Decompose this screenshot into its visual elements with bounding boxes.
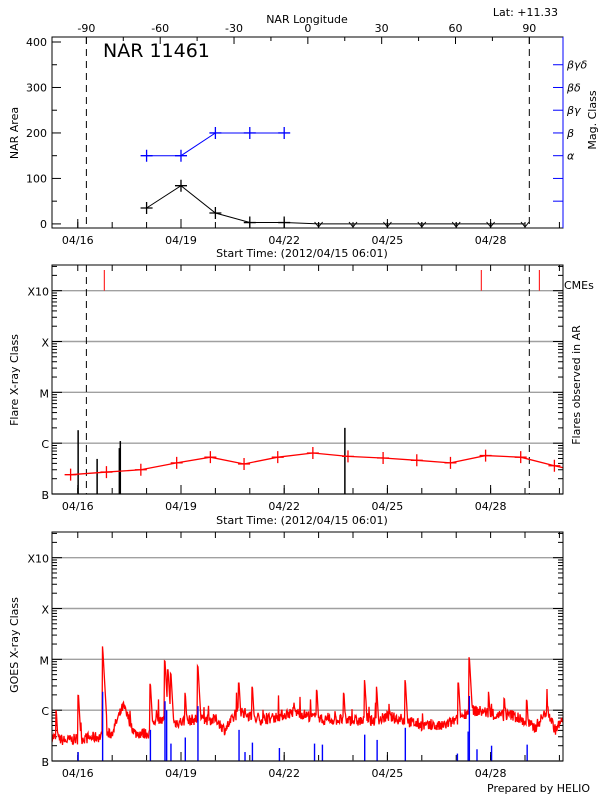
y-tick-label: M xyxy=(40,654,50,667)
nar-area-point xyxy=(140,201,153,214)
y-tick-label: X10 xyxy=(27,553,49,566)
x-axis-title: Start Time: (2012/04/15 06:01) xyxy=(216,514,388,527)
nar-area-point xyxy=(243,216,256,229)
mag-class-point xyxy=(140,149,153,162)
y-tick-label: X xyxy=(41,337,49,350)
mag-class-tick-label: βδ xyxy=(566,81,581,94)
latitude-label: Lat: +11.33 xyxy=(493,6,558,19)
goes-daily-point xyxy=(238,457,251,470)
x-tick-label: 04/19 xyxy=(165,234,197,247)
longitude-tick-label: 60 xyxy=(448,22,462,35)
x-tick-label: 04/25 xyxy=(372,500,404,513)
nar-area-zero-point xyxy=(417,221,427,228)
goes-daily-point xyxy=(100,466,113,479)
goes-daily-point xyxy=(306,447,319,460)
nar-area-point xyxy=(209,206,222,219)
nar-area-zero-point xyxy=(486,221,496,228)
y-tick-label: C xyxy=(41,705,49,718)
goes-daily-point xyxy=(341,450,354,463)
x-tick-label: 04/16 xyxy=(62,234,94,247)
y-tick-label: B xyxy=(41,756,49,769)
x-tick-label: 04/22 xyxy=(268,767,300,780)
x-tick-label: 04/16 xyxy=(62,767,94,780)
y-axis-title: Flare X-ray Class xyxy=(8,334,21,426)
mag-class-point xyxy=(209,126,222,139)
y2-axis-title: Flares observed in AR xyxy=(570,325,583,445)
goes-daily-point xyxy=(514,451,527,464)
nar-area-zero-point xyxy=(520,221,530,228)
prepared-by-credit: Prepared by HELIO xyxy=(487,782,590,795)
goes-daily-point xyxy=(64,468,77,481)
mag-class-tick-label: βγ xyxy=(566,104,581,117)
x-tick-label: 04/19 xyxy=(165,500,197,513)
mag-class-point xyxy=(278,126,291,139)
y-tick-label: B xyxy=(41,489,49,502)
nar-area-zero-point xyxy=(451,221,461,228)
longitude-tick-label: -30 xyxy=(225,22,243,35)
longitude-axis-title: NAR Longitude xyxy=(266,13,348,26)
goes-daily-line xyxy=(70,452,563,476)
x-tick-label: 04/19 xyxy=(165,767,197,780)
x-tick-label: 04/28 xyxy=(475,234,507,247)
goes-daily-point xyxy=(204,451,217,464)
goes-daily-point xyxy=(377,452,390,465)
plot-frame xyxy=(51,531,564,762)
nar-area-point xyxy=(174,179,187,192)
region-title: NAR 11461 xyxy=(103,40,210,62)
goes-daily-point xyxy=(134,463,147,476)
goes-daily-point xyxy=(548,459,561,472)
x-tick-label: 04/25 xyxy=(372,234,404,247)
nar-area-point xyxy=(278,216,291,229)
panel-2 xyxy=(51,264,564,495)
panel-3 xyxy=(51,531,564,762)
plot-frame xyxy=(51,264,564,495)
y-tick-label: M xyxy=(40,387,50,400)
goes-daily-point xyxy=(170,456,183,469)
nar-area-zero-point xyxy=(383,221,392,228)
cme-label: CMEs xyxy=(564,279,594,292)
nar-area-line xyxy=(146,185,526,225)
mag-class-tick-label: β xyxy=(566,127,574,140)
y-axis-title: GOES X-ray Class xyxy=(8,597,21,693)
x-tick-label: 04/16 xyxy=(62,500,94,513)
y-tick-label: C xyxy=(41,438,49,451)
goes-daily-point xyxy=(479,449,492,462)
y-tick-label: 300 xyxy=(26,81,47,94)
goes-daily-point xyxy=(271,451,284,464)
x-tick-label: 04/28 xyxy=(475,500,507,513)
longitude-tick-label: 30 xyxy=(375,22,389,35)
y-tick-label: 100 xyxy=(26,172,47,185)
mag-class-axis-title: Mag. Class xyxy=(586,90,599,149)
longitude-tick-label: 0 xyxy=(304,22,311,35)
mag-class-point xyxy=(174,149,187,162)
nar-area-zero-point xyxy=(314,221,323,228)
y-tick-label: 0 xyxy=(40,218,47,231)
x-axis-title: Start Time: (2012/04/15 06:01) xyxy=(216,247,388,260)
mag-class-point xyxy=(243,126,256,139)
x-tick-label: 04/22 xyxy=(268,500,300,513)
mag-class-tick-label: βγδ xyxy=(566,59,588,72)
x-tick-label: 04/28 xyxy=(475,767,507,780)
panel-1 xyxy=(51,36,564,229)
mag-class-tick-label: α xyxy=(567,150,575,163)
goes-daily-point xyxy=(444,456,457,469)
y-tick-label: X xyxy=(41,604,49,617)
longitude-tick-label: -60 xyxy=(151,22,169,35)
y-tick-label: X10 xyxy=(27,286,49,299)
longitude-tick-label: 90 xyxy=(522,22,536,35)
y-axis-title: NAR Area xyxy=(8,107,21,159)
longitude-tick-label: -90 xyxy=(77,22,95,35)
goes-long-channel-line xyxy=(52,646,563,746)
goes-daily-point xyxy=(410,454,423,467)
nar-area-zero-point xyxy=(348,221,358,228)
plot-frame xyxy=(51,36,564,229)
x-tick-label: 04/22 xyxy=(268,234,300,247)
x-tick-label: 04/25 xyxy=(372,767,404,780)
y-tick-label: 200 xyxy=(26,127,47,140)
y-tick-label: 400 xyxy=(26,36,47,49)
